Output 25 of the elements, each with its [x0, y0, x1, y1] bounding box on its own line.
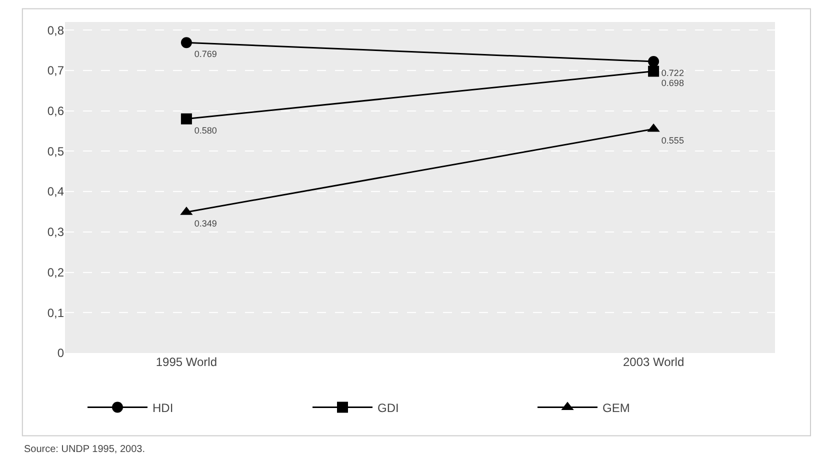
point — [180, 37, 192, 48]
y-tick-label: 0,4 — [47, 184, 64, 199]
source-note: Source: UNDP 1995, 2003. — [24, 444, 146, 455]
point — [648, 56, 660, 68]
legend-label: GEM — [602, 400, 630, 415]
legend-label: HDI — [152, 400, 174, 415]
data-label: 0.769 — [194, 49, 217, 60]
y-tick-label: 0,8 — [47, 23, 64, 38]
y-tick-label: 0 — [57, 346, 64, 360]
y-tick-label: 0,3 — [47, 225, 64, 240]
legend-label: GDI — [378, 400, 399, 415]
data-label: 0.349 — [194, 218, 217, 229]
y-tick-label: 0,5 — [47, 144, 64, 158]
y-tick-label: 0,6 — [47, 104, 64, 118]
data-label: 0.580 — [194, 126, 217, 136]
point — [648, 66, 660, 77]
data-label: 0.722 — [661, 68, 684, 78]
point — [180, 113, 192, 124]
y-tick-label: 0,2 — [47, 265, 64, 280]
y-tick-label: 0,7 — [47, 64, 64, 78]
x-tick-label: 1995 World — [156, 355, 218, 369]
data-label: 0.698 — [661, 78, 684, 88]
y-tick-label: 0,1 — [47, 306, 64, 320]
x-tick-label: 2003 World — [622, 355, 684, 369]
data-label: 0.555 — [661, 136, 684, 146]
